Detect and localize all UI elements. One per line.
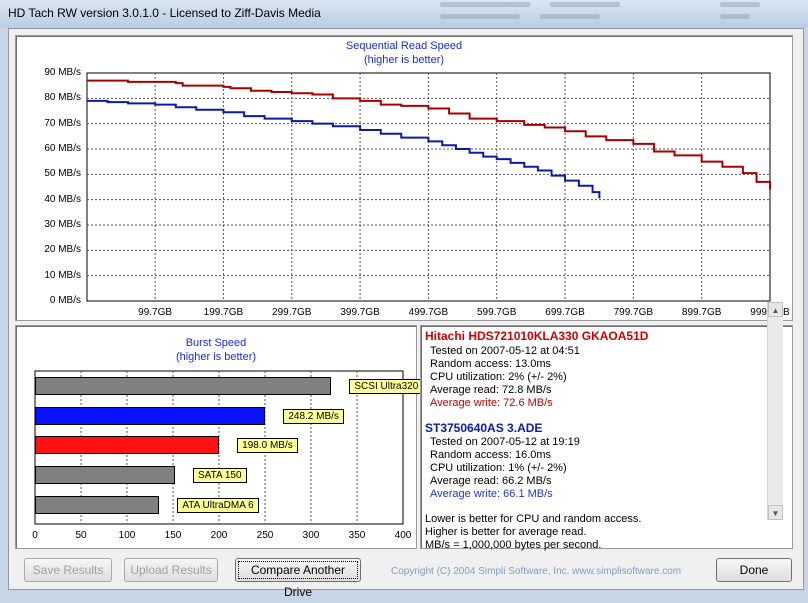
sequential-x-tick-label: 299.7GB [272,307,312,318]
copyright-text: Copyright (C) 2004 Simpli Software, Inc.… [391,566,682,577]
burst-x-tick-label: 150 [164,530,182,541]
burst-x-tick-label: 400 [394,530,412,541]
sequential-y-tick-label: 20 MB/s [44,244,81,256]
drive1-avg-write: Average write: 72.6 MB/s [430,397,553,409]
sequential-x-tick-label: 599.7GB [476,307,517,318]
drive2-avg-read: Average read: 66.2 MB/s [430,475,552,487]
sequential-y-tick-label: 0 MB/s [49,295,81,306]
sequential-y-tick-label: 50 MB/s [44,168,81,180]
sequential-chart-subtitle: (higher is better) [363,54,445,66]
burst-x-tick-label: 250 [256,530,274,541]
sequential-chart-title: Sequential Read Speed [345,40,463,52]
drive2-cpu: CPU utilization: 1% (+/- 2%) [430,462,567,474]
burst-x-tick-label: 300 [302,530,320,541]
burst-x-tick-label: 350 [348,530,366,541]
sequential-x-tick-label: 99.7GB [138,307,173,318]
drive2-name: ST3750640AS 3.ADE [425,421,543,435]
sequential-x-tick-label: 199.7GB [203,307,244,318]
burst-bar-label: ATA UltraDMA 6 [177,498,259,513]
sequential-x-tick-label: 699.7GB [545,307,585,318]
drive1-tested: Tested on 2007-05-12 at 04:51 [430,345,580,357]
burst-bar-label: 198.0 MB/s [237,438,298,453]
window-title: HD Tach RW version 3.0.1.0 - Licensed to… [8,6,321,20]
burst-x-tick-label: 200 [210,530,228,541]
sequential-y-tick-label: 30 MB/s [44,219,81,230]
burst-speed-panel: Burst Speed (higher is better) SCSI Ultr… [15,325,424,549]
scroll-down-arrow-icon[interactable]: ▼ [768,505,783,520]
burst-bar-label: SATA 150 [193,468,247,483]
sequential-read-panel: Sequential Read Speed (higher is better)… [15,35,793,321]
sequential-y-tick-label: 40 MB/s [44,193,81,205]
results-panel: Hitachi HDS721010KLA330 GKAOA51D Tested … [420,325,793,551]
drive1-name: Hitachi HDS721010KLA330 GKAOA51D [425,329,649,343]
drive2-random-access: Random access: 16.0ms [430,449,552,461]
sequential-y-tick-label: 70 MB/s [44,117,81,129]
burst-x-tick-label: 50 [75,530,87,541]
compare-another-drive-button[interactable]: Compare Another Drive [235,558,361,599]
sequential-x-tick-label: 399.7GB [340,307,380,318]
scroll-up-arrow-icon[interactable]: ▲ [768,302,783,317]
drive2-tested: Tested on 2007-05-12 at 19:19 [430,436,580,448]
title-bar: HD Tach RW version 3.0.1.0 - Licensed to… [0,0,808,28]
upload-results-button[interactable]: Upload Results [124,558,218,582]
drive1-random-access: Random access: 13.0ms [430,358,552,370]
results-scrollbar[interactable]: ▲ ▼ [767,302,783,520]
burst-chart-subtitle: (higher is better) [175,351,257,363]
burst-x-tick-label: 100 [118,530,136,541]
sequential-y-tick-label: 10 MB/s [44,269,81,281]
sequential-y-tick-label: 60 MB/s [44,143,81,154]
burst-bar-label: SCSI Ultra320 [349,379,424,394]
burst-bar [35,436,220,454]
sequential-x-tick-label: 499.7GB [408,307,449,318]
burst-bar [35,377,332,395]
series-hitachi-line [87,79,771,190]
burst-bar [35,496,160,514]
burst-bar-label: 248.2 MB/s [283,409,344,424]
note-read: Higher is better for average read. [425,526,587,538]
burst-bar [35,466,175,484]
done-button[interactable]: Done [716,558,792,582]
sequential-x-tick-label: 799.7GB [613,307,654,318]
series-st3750640as-line [87,99,601,199]
background-window-blur [420,0,808,28]
sequential-plot-area [86,72,771,302]
note-cpu: Lower is better for CPU and random acces… [425,513,642,525]
burst-bar [35,407,266,425]
drive2-avg-write: Average write: 66.1 MB/s [430,488,553,500]
note-units: MB/s = 1,000,000 bytes per second. [425,539,602,551]
drive1-cpu: CPU utilization: 2% (+/- 2%) [430,371,567,383]
burst-chart-title: Burst Speed [185,337,247,349]
sequential-y-tick-label: 90 MB/s [44,67,81,78]
drive1-avg-read: Average read: 72.8 MB/s [430,384,552,396]
sequential-x-tick-label: 899.7GB [681,307,722,318]
save-results-button[interactable]: Save Results [24,558,112,582]
burst-x-tick-label: 0 [32,530,38,541]
sequential-y-tick-label: 80 MB/s [44,92,81,104]
